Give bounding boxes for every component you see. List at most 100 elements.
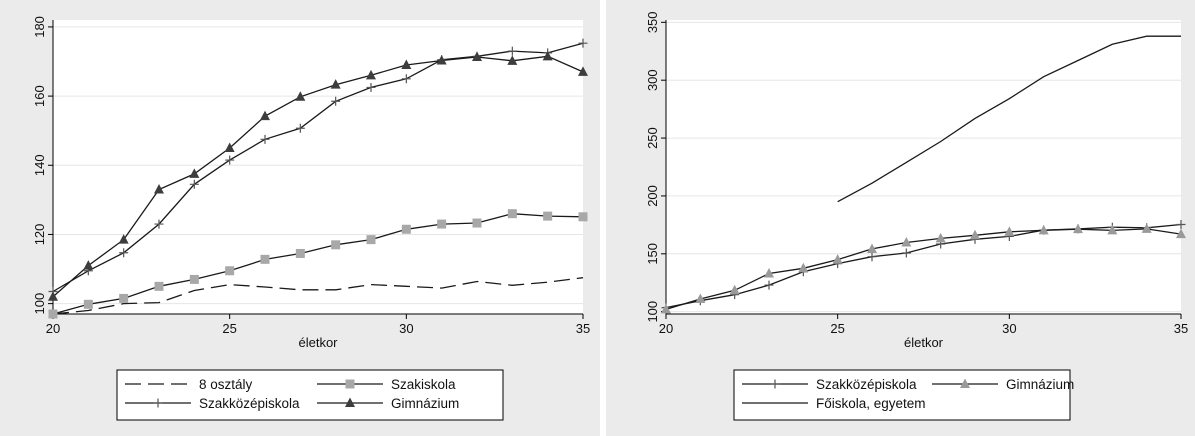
chart1-y-tick-label: 140 bbox=[32, 154, 47, 176]
chart2-point-gimnazium bbox=[1107, 224, 1118, 235]
chart1-line-8-osztaly bbox=[52, 277, 584, 315]
chart1-point-szakkozepiskola bbox=[366, 82, 376, 92]
chart2-point-gimnazium bbox=[901, 236, 912, 247]
chart1-point-szakkozepiskola bbox=[154, 219, 164, 229]
chart2-point-gimnazium bbox=[1073, 223, 1083, 234]
chart1-point-gimnazium bbox=[578, 66, 588, 76]
chart1-x-tick-label: 35 bbox=[576, 321, 590, 336]
chart1-point-szakkozepiskola bbox=[401, 74, 411, 84]
chart2-x-tick-label: 35 bbox=[1174, 321, 1188, 336]
chart1-point-szakiskola bbox=[189, 274, 199, 284]
chart2-legend-marker-szakkozepiskola bbox=[770, 379, 780, 389]
chart1-point-szakkozepiskola bbox=[578, 38, 588, 48]
chart2-line-szakkozepiskola bbox=[665, 223, 1182, 309]
chart1-point-gimnazium bbox=[366, 69, 376, 80]
chart1-legend-marker-gimnazium bbox=[345, 397, 355, 407]
chart1-point-szakkozepiskola bbox=[507, 46, 517, 56]
chart1-point-gimnazium bbox=[154, 183, 164, 194]
chart2-series-gimnazium bbox=[661, 223, 1186, 314]
chart1-point-gimnazium bbox=[472, 51, 482, 62]
chart2-point-szakkozepiskola bbox=[1176, 220, 1186, 230]
chart1-point-gimnazium bbox=[189, 168, 200, 178]
chart1-point-szakiskola bbox=[472, 218, 482, 228]
chart2-point-gimnazium bbox=[1176, 228, 1186, 239]
chart1-point-gimnazium bbox=[295, 91, 306, 101]
chart2-y-tick-label: 350 bbox=[645, 11, 660, 33]
chart1-series-gimnazium bbox=[48, 50, 588, 301]
chart2-legend-marker-gimnazium bbox=[960, 378, 970, 388]
chart2-line-foiskola-egyetem bbox=[837, 35, 1181, 203]
chart2-point-gimnazium bbox=[661, 303, 671, 314]
chart2-point-gimnazium bbox=[935, 232, 946, 243]
chart1-legend-box bbox=[116, 369, 504, 421]
chart1-legend-label-szakiskola: Szakiskola bbox=[391, 377, 456, 392]
chart1-point-szakiskola bbox=[366, 235, 376, 245]
chart1-point-gimnazium bbox=[83, 260, 94, 270]
chart2-point-gimnazium bbox=[729, 284, 740, 295]
chart2-y-tick-label: 250 bbox=[645, 127, 660, 149]
chart2-point-gimnazium bbox=[798, 262, 809, 273]
chart1-point-szakiskola bbox=[437, 219, 447, 229]
chart1-point-szakiskola bbox=[401, 224, 411, 234]
chart1-point-gimnazium bbox=[260, 110, 270, 121]
chart1-legend-label-szakkozepiskola: Szakközépiskola bbox=[199, 396, 300, 411]
chart1-line-szakiskola bbox=[52, 213, 584, 315]
chart1-point-szakkozepiskola bbox=[189, 179, 199, 189]
chart1-point-szakiskola bbox=[225, 266, 235, 276]
chart1-point-szakiskola bbox=[83, 299, 93, 309]
chart2-x-tick-label: 30 bbox=[1002, 321, 1016, 336]
chart1-point-szakiskola bbox=[578, 212, 588, 222]
chart2-x-tick-label: 20 bbox=[659, 321, 673, 336]
chart1-plot-area bbox=[53, 20, 583, 314]
chart1-point-szakkozepiskola bbox=[119, 248, 129, 258]
chart1-x-tick-label: 25 bbox=[222, 321, 236, 336]
chart1-legend-marker-szakkozepiskola bbox=[153, 398, 163, 408]
chart1-point-szakiskola bbox=[543, 211, 553, 221]
chart2-point-gimnazium bbox=[970, 229, 980, 240]
chart1-line-szakkozepiskola bbox=[52, 42, 584, 293]
chart1-point-gimnazium bbox=[48, 291, 58, 301]
chart2-point-gimnazium bbox=[1141, 223, 1152, 233]
chart1-legend-marker-szakiskola bbox=[345, 379, 355, 389]
chart2-y-tick-label: 300 bbox=[645, 69, 660, 91]
right-chart: 100 150 200 250 300 350 20 25 30 35 életkor Szakköz… bbox=[645, 11, 1188, 421]
chart1-point-gimnazium bbox=[224, 142, 235, 152]
chart1-point-szakiskola bbox=[507, 209, 517, 219]
chart1-point-szakiskola bbox=[331, 240, 341, 250]
chart1-point-gimnazium bbox=[507, 55, 518, 65]
chart1-line-gimnazium bbox=[52, 55, 584, 298]
chart1-legend-label-8-osztaly: 8 osztály bbox=[199, 377, 253, 392]
chart2-point-gimnazium bbox=[764, 267, 774, 278]
chart2-y-tick-label: 200 bbox=[645, 185, 660, 207]
chart1-legend-label-gimnazium: Gimnázium bbox=[391, 396, 459, 411]
chart1-point-szakkozepiskola bbox=[225, 155, 235, 165]
chart2-point-szakkozepiskola bbox=[764, 280, 774, 290]
chart2-point-szakkozepiskola bbox=[867, 252, 877, 262]
chart1-point-gimnazium bbox=[436, 54, 447, 65]
right-chart-panel: 100 150 200 250 300 350 20 25 30 35 életkor Szakköz… bbox=[606, 0, 1195, 436]
chart2-legend-box bbox=[733, 369, 1071, 421]
chart2-point-gimnazium bbox=[832, 254, 843, 264]
chart2-point-gimnazium bbox=[1038, 224, 1049, 235]
left-chart-panel: 100 120 140 160 180 20 25 30 35 életkor 8 osztály S… bbox=[0, 0, 600, 436]
chart1-x-tick-label: 20 bbox=[46, 321, 60, 336]
chart1-y-tick-label: 100 bbox=[32, 293, 47, 315]
chart1-x-axis-label: életkor bbox=[298, 335, 338, 350]
chart2-legend-label-foiskola-egyetem: Főiskola, egyetem bbox=[816, 396, 926, 411]
chart1-point-gimnazium bbox=[542, 50, 553, 61]
chart1-point-szakiskola bbox=[119, 293, 129, 303]
chart1-y-tick-label: 160 bbox=[32, 85, 47, 107]
chart1-point-gimnazium bbox=[330, 79, 341, 89]
chart2-legend-label-gimnazium: Gimnázium bbox=[1006, 377, 1074, 392]
chart1-point-gimnazium bbox=[118, 234, 129, 244]
chart1-series-szakiskola bbox=[48, 209, 588, 319]
chart1-legend: 8 osztály Szakiskola Szakközépiskola Gimnáz… bbox=[116, 369, 504, 421]
chart1-point-szakkozepiskola bbox=[331, 96, 341, 106]
chart2-point-szakkozepiskola bbox=[901, 248, 911, 258]
chart2-line-gimnazium bbox=[665, 228, 1182, 311]
chart2-point-gimnazium bbox=[867, 243, 877, 253]
chart1-point-szakkozepiskola bbox=[260, 134, 270, 144]
chart2-plot-area bbox=[666, 20, 1181, 314]
chart2-point-gimnazium bbox=[695, 293, 706, 303]
left-chart: 100 120 140 160 180 20 25 30 35 életkor 8 osztály S… bbox=[32, 16, 590, 421]
